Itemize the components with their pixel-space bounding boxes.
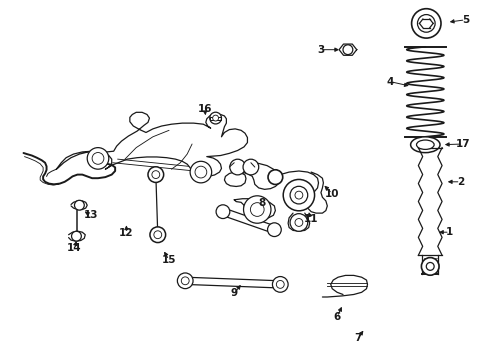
Polygon shape bbox=[339, 44, 357, 55]
Circle shape bbox=[243, 159, 259, 175]
Polygon shape bbox=[71, 201, 87, 210]
Text: 16: 16 bbox=[197, 104, 212, 114]
Text: 13: 13 bbox=[83, 210, 98, 220]
Circle shape bbox=[272, 276, 288, 292]
Ellipse shape bbox=[411, 137, 440, 153]
Ellipse shape bbox=[416, 140, 434, 149]
Text: 3: 3 bbox=[318, 45, 324, 55]
Text: 7: 7 bbox=[354, 333, 362, 343]
Text: 6: 6 bbox=[334, 312, 341, 322]
Circle shape bbox=[195, 166, 207, 178]
Text: 5: 5 bbox=[462, 15, 469, 25]
Circle shape bbox=[290, 186, 308, 204]
Circle shape bbox=[210, 112, 221, 124]
Circle shape bbox=[190, 161, 212, 183]
Circle shape bbox=[417, 14, 435, 32]
Text: 14: 14 bbox=[67, 243, 82, 253]
Circle shape bbox=[152, 171, 160, 179]
Polygon shape bbox=[234, 199, 275, 219]
Circle shape bbox=[148, 167, 164, 183]
Text: 15: 15 bbox=[162, 255, 176, 265]
Text: 9: 9 bbox=[231, 288, 238, 298]
Circle shape bbox=[276, 280, 284, 288]
Circle shape bbox=[154, 231, 162, 239]
Polygon shape bbox=[221, 208, 276, 233]
Polygon shape bbox=[322, 275, 368, 297]
Circle shape bbox=[150, 227, 166, 243]
Circle shape bbox=[426, 262, 434, 270]
Circle shape bbox=[412, 9, 441, 38]
Polygon shape bbox=[274, 171, 327, 213]
Polygon shape bbox=[56, 112, 247, 176]
Circle shape bbox=[283, 179, 315, 211]
Circle shape bbox=[74, 200, 84, 210]
Circle shape bbox=[244, 196, 271, 223]
Text: 17: 17 bbox=[456, 139, 470, 149]
Circle shape bbox=[177, 273, 193, 289]
Circle shape bbox=[268, 170, 283, 184]
Polygon shape bbox=[185, 277, 280, 288]
Polygon shape bbox=[210, 117, 221, 120]
Circle shape bbox=[87, 148, 109, 169]
Text: 4: 4 bbox=[387, 77, 394, 87]
Polygon shape bbox=[69, 231, 85, 241]
Text: 10: 10 bbox=[325, 189, 340, 199]
Circle shape bbox=[268, 223, 281, 237]
Circle shape bbox=[421, 258, 439, 275]
Text: 11: 11 bbox=[304, 214, 318, 224]
Circle shape bbox=[230, 159, 245, 175]
Text: 8: 8 bbox=[259, 198, 266, 208]
Text: 1: 1 bbox=[446, 227, 453, 237]
Circle shape bbox=[216, 205, 230, 219]
Circle shape bbox=[250, 203, 264, 216]
Circle shape bbox=[181, 277, 189, 285]
Text: 12: 12 bbox=[119, 228, 134, 238]
Circle shape bbox=[295, 219, 303, 226]
Circle shape bbox=[72, 231, 81, 241]
Circle shape bbox=[92, 153, 104, 164]
Circle shape bbox=[295, 191, 303, 199]
Polygon shape bbox=[288, 213, 310, 231]
Circle shape bbox=[290, 213, 308, 231]
Text: 2: 2 bbox=[457, 177, 464, 187]
Polygon shape bbox=[224, 163, 280, 189]
Circle shape bbox=[343, 45, 353, 55]
Circle shape bbox=[213, 115, 219, 121]
